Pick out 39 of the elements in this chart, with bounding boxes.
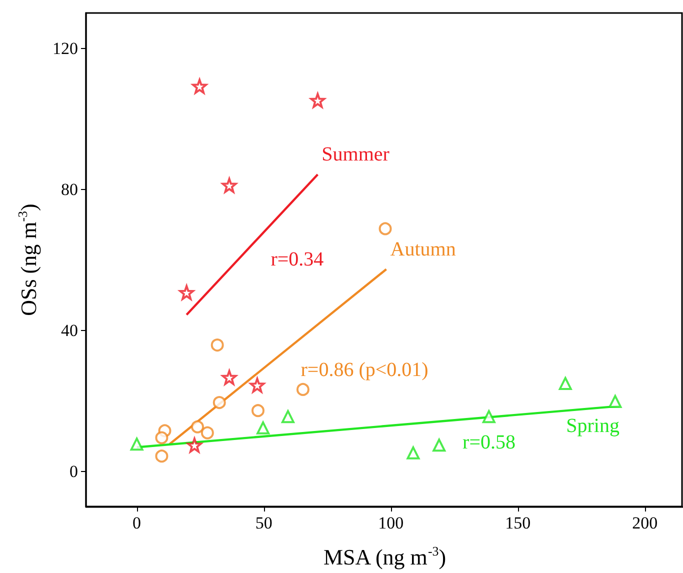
y-tick-label: 40 [61,320,78,340]
point [432,438,446,452]
point [200,426,214,440]
point [406,446,420,460]
x-tick-label: 200 [632,514,658,532]
y-axis-title: OSs (ng m-3) [15,204,41,316]
point [191,420,204,434]
point [256,421,270,434]
point [250,378,265,393]
point [210,338,224,352]
point [212,396,226,410]
point [281,410,294,424]
y-tick-label: 0 [70,462,78,481]
annotation: r=0.86 (p<0.01) [300,358,428,381]
series-label: Summer [322,143,390,166]
point [482,410,496,424]
point [296,382,310,396]
x-tick-label: 50 [255,514,272,532]
x-tick-label: 100 [378,514,404,532]
point [222,370,237,385]
x-tick-label: 0 [132,514,142,532]
point [130,438,144,451]
point [155,450,168,463]
point [186,438,202,453]
y-tick-label: 120 [52,38,78,58]
point [378,222,392,236]
series-label: Spring [566,415,620,438]
point [252,404,264,418]
annotation: r=0.58 [462,431,516,454]
point [608,394,622,408]
point [310,92,326,108]
point [222,178,237,193]
point [192,78,208,94]
annotation: r=0.34 [270,248,324,271]
point [558,376,572,390]
y-tick-label: 80 [61,180,78,199]
point [155,431,168,444]
series-label: Autumn [390,238,456,260]
x-tick-label: 150 [505,514,531,532]
